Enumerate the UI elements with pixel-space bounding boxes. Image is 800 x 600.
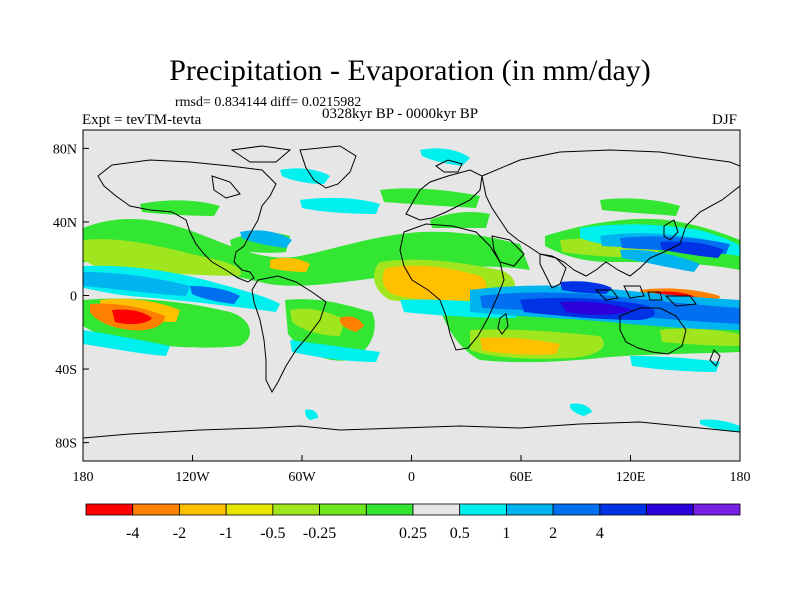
colorbar-swatch (272, 503, 320, 516)
experiment-label: Expt = tevTM-tevta (82, 112, 202, 128)
x-tick-label: 60W (288, 470, 316, 485)
stats-label: rmsd= 0.834144 diff= 0.0215982 (175, 95, 362, 110)
x-tick-label: 60E (510, 470, 533, 485)
colorbar-swatch (85, 503, 134, 516)
colorbar-swatch (412, 503, 461, 516)
colorbar-swatch (552, 503, 601, 516)
colorbar-label: 0.25 (399, 525, 427, 542)
map-title: Precipitation - Evaporation (in mm/day) (169, 54, 651, 87)
x-tick-label: 0 (408, 470, 415, 485)
colorbar-label: -0.5 (260, 525, 285, 542)
x-tick-label: 180 (730, 470, 751, 485)
colorbar-label: 1 (502, 525, 510, 542)
colorbar-label: 4 (596, 525, 604, 542)
colorbar-swatch (319, 503, 367, 516)
y-tick-label: 40S (55, 363, 77, 378)
colorbar-swatch (599, 503, 647, 516)
colorbar-label: -4 (126, 525, 139, 542)
band-plus-4 (560, 301, 632, 315)
map-axes: 180 120W 60W 0 60E 120E 180 80N 40N 0 40S 80S (53, 142, 751, 485)
colorbar-swatch (459, 503, 507, 516)
colorbar-swatch (365, 503, 414, 516)
colorbar-swatch (506, 503, 554, 516)
y-tick-label: 40N (53, 216, 77, 231)
colorbar-label: 2 (549, 525, 557, 542)
y-tick-label: 80N (53, 142, 77, 157)
colorbar-swatch (692, 503, 741, 516)
colorbar-swatch (225, 503, 274, 516)
colorbar-label: -1 (219, 525, 232, 542)
x-tick-label: 120W (175, 470, 210, 485)
colorbar-swatch (646, 503, 694, 516)
season-label: DJF (712, 112, 738, 128)
colorbar-swatch (132, 503, 180, 516)
x-tick-label: 120E (616, 470, 646, 485)
colorbar-label: -0.25 (303, 525, 336, 542)
colorbar-swatch (179, 503, 227, 516)
field-layer (83, 130, 740, 461)
colorbar-label: 0.5 (450, 525, 470, 542)
colorbar: -4 -2 -1 -0.5 -0.25 0.25 0.5 1 2 4 (85, 503, 741, 542)
colorbar-label: -2 (173, 525, 186, 542)
y-tick-label: 80S (55, 437, 77, 452)
period-label: 0328kyr BP - 0000kyr BP (322, 106, 479, 122)
y-tick-label: 0 (70, 290, 77, 305)
coastlines (83, 145, 740, 439)
x-tick-label: 180 (73, 470, 94, 485)
